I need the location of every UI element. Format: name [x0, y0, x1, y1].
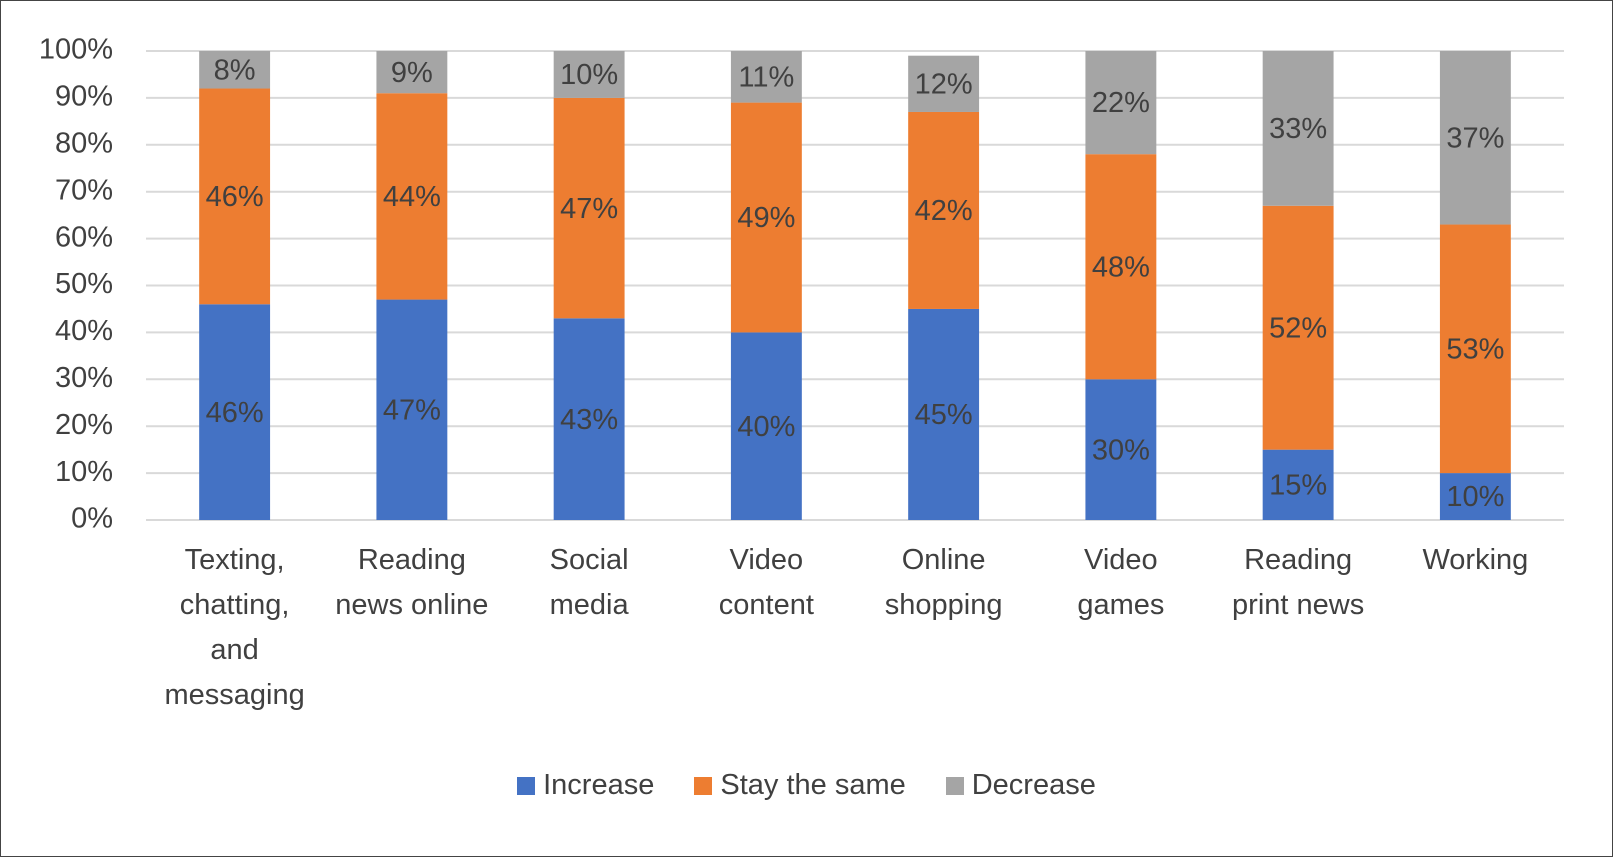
- bar-segment: [199, 88, 271, 305]
- legend-swatch: [694, 776, 713, 795]
- legend-label: Stay the same: [720, 769, 906, 801]
- y-tick-label: 20%: [55, 409, 113, 441]
- value-label: 12%: [915, 68, 973, 100]
- bar-segment: [376, 93, 448, 300]
- value-label: 15%: [1269, 469, 1327, 501]
- bar-segment: [730, 102, 802, 333]
- value-label: 11%: [738, 61, 794, 93]
- value-label: 42%: [915, 195, 973, 227]
- bar-segment: [1085, 51, 1157, 155]
- x-tick-label: Reading print news: [1232, 544, 1365, 621]
- x-tick-label: Social media: [549, 544, 629, 621]
- value-label: 47%: [383, 394, 441, 426]
- bar-segment: [199, 51, 271, 89]
- bar-segment: [376, 299, 448, 520]
- bar-segment: [199, 304, 271, 520]
- value-label: 43%: [560, 404, 618, 436]
- legend-swatch: [517, 776, 536, 795]
- value-label: 8%: [214, 54, 256, 86]
- bar-segment: [730, 332, 802, 520]
- bar-segment: [1439, 473, 1511, 520]
- y-tick-label: 10%: [55, 456, 113, 488]
- value-label: 9%: [391, 57, 433, 89]
- x-tick-label: Texting, chatting, and messaging: [164, 544, 305, 711]
- bar-segment: [908, 308, 980, 520]
- y-tick-label: 100%: [39, 34, 113, 66]
- value-label: 53%: [1446, 333, 1504, 365]
- x-tick-label: Reading news online: [335, 544, 489, 621]
- value-label: 49%: [737, 202, 795, 234]
- y-tick-label: 60%: [55, 221, 113, 253]
- value-label: 10%: [1446, 481, 1504, 513]
- legend-label: Decrease: [971, 769, 1096, 801]
- legend-swatch: [945, 776, 964, 795]
- value-label: 33%: [1269, 113, 1327, 145]
- value-label: 44%: [383, 181, 441, 213]
- bar-segment: [1439, 51, 1511, 225]
- bar-segment: [1262, 449, 1334, 520]
- legend-item: Decrease: [945, 769, 1096, 802]
- value-label: 30%: [1092, 434, 1150, 466]
- y-tick-label: 40%: [55, 315, 113, 347]
- value-label: 46%: [206, 181, 264, 213]
- value-label: 40%: [737, 411, 795, 443]
- y-tick-label: 30%: [55, 362, 113, 394]
- legend-item: Increase: [517, 769, 654, 802]
- bar-segment: [1085, 379, 1157, 520]
- bar-segment: [1085, 154, 1157, 380]
- y-tick-label: 80%: [55, 127, 113, 159]
- bar-segment: [908, 55, 980, 112]
- value-label: 48%: [1092, 251, 1150, 283]
- x-tick-label: Video games: [1077, 544, 1165, 621]
- bar-segment: [553, 97, 625, 319]
- y-tick-label: 70%: [55, 174, 113, 206]
- value-label: 47%: [560, 193, 618, 225]
- x-tick-label: Online shopping: [884, 544, 1003, 621]
- bar-segment: [553, 318, 625, 520]
- bar-segment: [908, 111, 980, 309]
- y-tick-label: 50%: [55, 268, 113, 300]
- bar-segment: [730, 51, 802, 103]
- x-tick-label: Video content: [718, 544, 814, 621]
- bar-segment: [553, 51, 625, 98]
- value-label: 37%: [1446, 122, 1504, 154]
- legend-label: Increase: [543, 769, 655, 801]
- bar-segment: [1439, 224, 1511, 474]
- legend-item: Stay the same: [694, 769, 906, 802]
- x-tick-label: Working: [1422, 544, 1529, 576]
- value-label: 22%: [1092, 87, 1150, 119]
- bar-segment: [376, 51, 448, 94]
- value-label: 52%: [1269, 312, 1327, 344]
- y-tick-label: 0%: [71, 503, 113, 535]
- value-label: 46%: [206, 397, 264, 429]
- value-label: 10%: [560, 59, 618, 91]
- y-tick-label: 90%: [55, 81, 113, 113]
- bar-segment: [1262, 205, 1334, 450]
- legend: Increase Stay the same Decrease: [1, 769, 1612, 802]
- value-label: 45%: [915, 399, 973, 431]
- bar-segment: [1262, 51, 1334, 206]
